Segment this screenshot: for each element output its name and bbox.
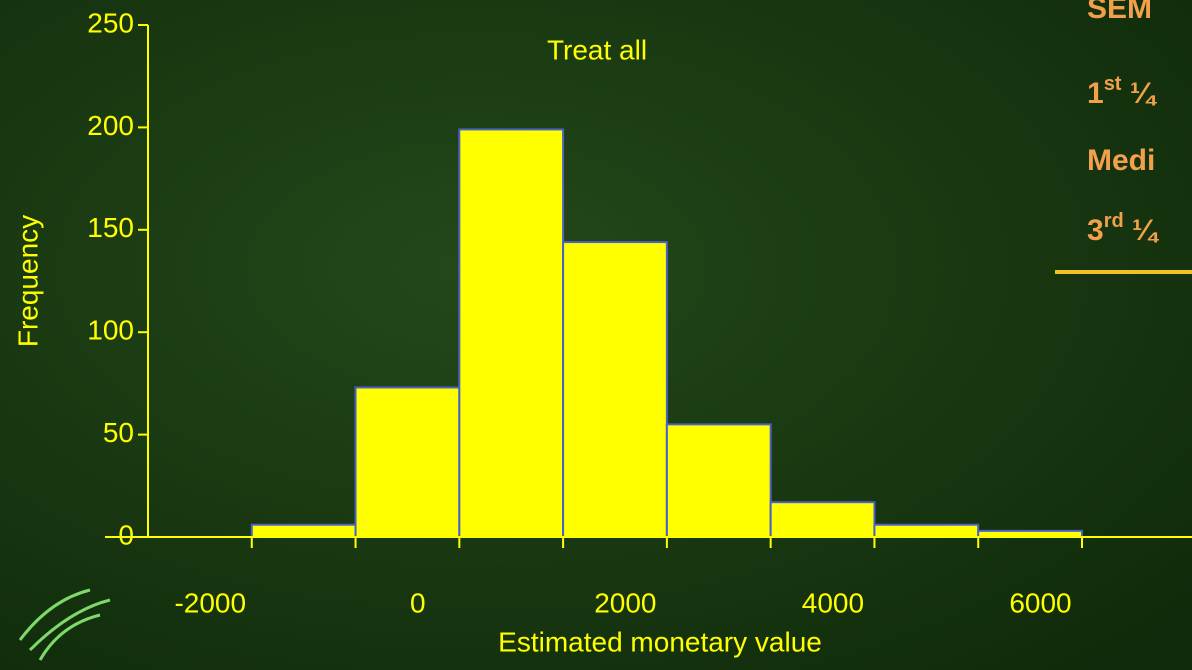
side-text-main: 1	[1087, 77, 1104, 110]
y-tick-label: 0	[118, 519, 134, 550]
side-text-main: 3	[1087, 214, 1104, 247]
side-text-sup: st	[1104, 73, 1122, 95]
y-tick-label: 200	[87, 110, 134, 141]
x-tick-label: 0	[410, 587, 426, 618]
side-text-sup: rd	[1104, 210, 1124, 232]
bar	[458, 128, 565, 538]
bar	[665, 423, 772, 538]
side-text-tail: ¼	[1124, 214, 1160, 247]
x-tick-label: 4000	[802, 587, 864, 618]
side-text: 1st ¼	[1087, 73, 1158, 110]
bar	[769, 501, 876, 538]
side-text-main: Medi	[1087, 144, 1155, 177]
bar	[873, 523, 980, 538]
bar	[250, 523, 357, 538]
y-axis-label: Frequency	[12, 215, 43, 347]
x-tick-label: -2000	[174, 587, 246, 618]
y-tick-label: 50	[103, 417, 134, 448]
bar	[562, 241, 668, 538]
chart-title: Treat all	[547, 34, 647, 65]
y-tick-label: 250	[87, 7, 134, 38]
y-tick-label: 100	[87, 315, 134, 346]
x-axis-label: Estimated monetary value	[498, 626, 822, 657]
bar	[354, 386, 461, 538]
side-text: Medi	[1087, 144, 1155, 177]
side-text-tail: ¼	[1121, 77, 1157, 110]
x-tick-label: 6000	[1009, 587, 1071, 618]
side-text: SEM	[1087, 0, 1152, 25]
side-text-main: SEM	[1087, 0, 1152, 25]
y-tick-label: 150	[87, 212, 134, 243]
side-text: 3rd ¼	[1087, 210, 1160, 247]
logo	[18, 588, 111, 661]
x-tick-label: 2000	[594, 587, 656, 618]
